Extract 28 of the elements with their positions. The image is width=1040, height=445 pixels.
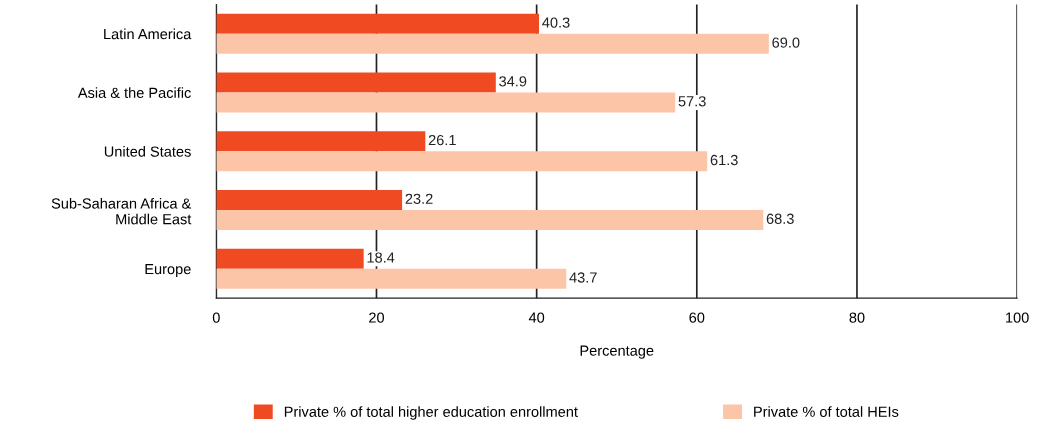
bar [216, 151, 708, 172]
y-tick-label: Sub-Saharan Africa & Middle East [51, 197, 192, 225]
data-label: 34.9 [499, 76, 527, 87]
data-label: 26.1 [428, 134, 456, 146]
data-label: 18.4 [367, 252, 395, 263]
data-label: 23.2 [405, 193, 433, 204]
bar [216, 248, 364, 269]
bar [216, 131, 426, 152]
data-label: 68.3 [766, 213, 794, 224]
x-axis-title: Percentage [580, 345, 654, 359]
y-tick-label: Europe [145, 264, 191, 278]
data-label: 57.3 [678, 96, 706, 107]
x-tick-label: 60 [689, 312, 705, 323]
x-tick-label: 40 [528, 312, 545, 323]
x-tick-label: 100 [1006, 312, 1029, 323]
bar [216, 92, 676, 113]
x-tick-label: 0 [212, 312, 220, 323]
data-label: 61.3 [710, 154, 738, 166]
x-tick-label: 80 [849, 312, 865, 323]
legend-label: Private % of total higher education enrollment [284, 406, 578, 420]
x-tick-label: 20 [369, 312, 385, 323]
y-tick-label: United States [104, 146, 191, 157]
data-label: 69.0 [772, 37, 800, 48]
y-tick-label: Asia & the Pacific [77, 87, 191, 98]
data-label: 40.3 [542, 17, 570, 28]
data-label: 43.7 [569, 272, 597, 283]
legend-label: Private % of total HEIs [754, 406, 899, 417]
y-tick-label: Latin America [104, 28, 192, 40]
